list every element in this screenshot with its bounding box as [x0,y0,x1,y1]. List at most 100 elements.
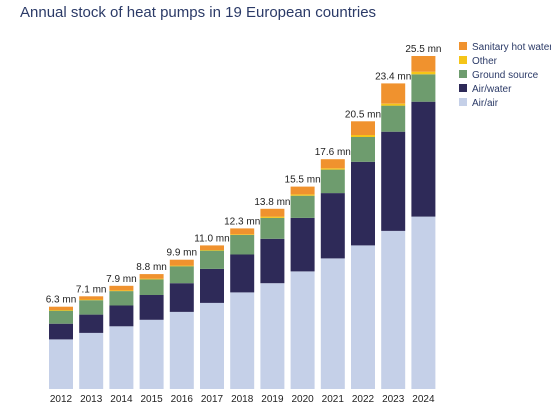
total-label-2020: 15.5 mn [285,175,321,186]
bar-segment-ground-source-2023 [381,105,406,132]
x-tick-label-2013: 2013 [80,394,103,405]
bar-segment-air-water-2021 [320,193,345,259]
bar-segment-air-water-2017 [200,268,224,303]
bar-segment-air-water-2020 [290,217,315,272]
bar-segment-air-air-2014 [109,326,134,389]
x-tick-label-2014: 2014 [110,394,133,405]
bar-segment-sanitary-hot-water-2023 [381,83,406,104]
total-label-2023: 23.4 mn [375,71,411,82]
bar-segment-ground-source-2021 [320,169,345,194]
total-label-2014: 7.9 mn [106,274,137,285]
legend-swatch-air-air [459,98,467,106]
bar-segment-air-air-2024 [411,216,436,389]
total-label-2022: 20.5 mn [345,109,381,120]
bar-segment-air-air-2019 [260,283,285,389]
bar-segment-sanitary-hot-water-2022 [351,121,375,135]
x-tick-label-2020: 2020 [291,394,314,405]
bar-segment-other-2012 [49,310,73,311]
bar-segment-air-air-2018 [230,292,255,389]
x-axis: 2012 2013 2014 2015 2016 2017 2018 2019 2020 2021… [50,394,435,405]
bar-segment-ground-source-2019 [260,217,285,239]
bar-segment-air-water-2024 [411,101,436,217]
bar-segment-other-2024 [411,71,436,75]
legend-swatch-other [459,56,467,64]
total-label-2021: 17.6 mn [315,147,351,158]
bar-segment-air-water-2016 [169,283,194,312]
total-label-2013: 7.1 mn [76,284,107,295]
bar-segment-air-water-2015 [139,295,164,320]
total-label-2016: 9.9 mn [167,248,198,259]
legend-label-ground-source: Ground source [472,70,539,81]
bar-segment-sanitary-hot-water-2018 [230,228,255,235]
bar-segment-air-air-2022 [351,245,375,389]
chart-title: Annual stock of heat pumps in 19 Europea… [20,4,377,21]
bar-segment-other-2020 [290,194,315,196]
bar-segment-sanitary-hot-water-2016 [169,259,194,266]
x-tick-label-2021: 2021 [322,394,345,405]
bar-segment-other-2015 [139,278,164,280]
bar-segment-air-water-2023 [381,131,406,231]
x-tick-label-2024: 2024 [412,394,435,405]
bar-segment-air-air-2023 [381,231,406,389]
x-tick-label-2019: 2019 [261,394,284,405]
bar-segment-sanitary-hot-water-2020 [290,186,315,195]
bar-segment-other-2018 [230,234,255,235]
bar-segment-ground-source-2022 [351,137,375,162]
bar-segment-air-air-2017 [200,302,224,389]
bar-segment-other-2017 [200,249,224,251]
bar-segment-air-air-2021 [320,258,345,389]
bar-segment-other-2019 [260,216,285,218]
bar-segment-air-air-2016 [169,312,194,389]
bar-segment-air-air-2012 [49,339,73,389]
x-tick-label-2017: 2017 [201,394,224,405]
bar-segment-air-water-2013 [79,314,104,333]
legend-label-air-air: Air/air [472,98,499,109]
total-label-2012: 6.3 mn [46,295,77,306]
bar-segment-other-2023 [381,103,406,106]
x-tick-label-2023: 2023 [382,394,405,405]
bar-segment-other-2021 [320,168,345,170]
bar-segment-other-2022 [351,135,375,137]
bar-segment-air-air-2020 [290,271,315,389]
bar-segment-ground-source-2015 [139,279,164,295]
x-tick-label-2022: 2022 [352,394,375,405]
total-labels-group: 6.3 mn7.1 mn7.9 mn8.8 mn9.9 mn 11.0 mn 12.… [46,44,442,306]
bar-segment-ground-source-2020 [290,195,315,218]
bar-segment-ground-source-2017 [200,250,224,269]
x-tick-label-2016: 2016 [171,394,194,405]
bar-segment-ground-source-2014 [109,291,134,306]
bar-segment-sanitary-hot-water-2012 [49,306,73,310]
bar-segment-sanitary-hot-water-2014 [109,285,134,291]
legend-swatch-ground-source [459,70,467,78]
legend-label-sanitary-hot-water: Sanitary hot water [472,42,551,53]
total-label-2017: 11.0 mn [194,233,229,244]
legend-swatch-air-water [459,84,467,92]
bar-segment-air-water-2014 [109,305,134,327]
legend-label-other: Other [472,56,498,67]
total-label-2018: 12.3 mn [224,216,260,227]
bar-segment-air-air-2015 [139,319,164,389]
bar-segment-sanitary-hot-water-2019 [260,208,285,217]
x-tick-label-2015: 2015 [140,394,163,405]
bar-segment-ground-source-2016 [169,266,194,284]
legend: Sanitary hot water Other Ground source Air/… [459,42,551,109]
total-label-2024: 25.5 mn [405,44,441,55]
bar-segment-air-water-2018 [230,254,255,293]
bar-segment-ground-source-2012 [49,310,73,324]
bar-segment-air-water-2019 [260,238,285,284]
total-label-2019: 13.8 mn [254,197,290,208]
bar-segment-sanitary-hot-water-2015 [139,274,164,279]
bar-segment-sanitary-hot-water-2013 [79,296,104,300]
bar-segment-ground-source-2013 [79,300,104,315]
x-tick-label-2012: 2012 [50,394,73,405]
x-tick-label-2018: 2018 [231,394,254,405]
legend-label-air-water: Air/water [472,84,512,95]
bar-segment-ground-source-2018 [230,234,255,255]
bar-segment-sanitary-hot-water-2021 [320,159,345,169]
bar-segment-air-water-2012 [49,323,73,340]
bar-segment-other-2016 [169,265,194,267]
bar-segment-sanitary-hot-water-2024 [411,56,436,72]
bar-segment-sanitary-hot-water-2017 [200,245,224,250]
legend-swatch-sanitary-hot-water [459,42,467,50]
